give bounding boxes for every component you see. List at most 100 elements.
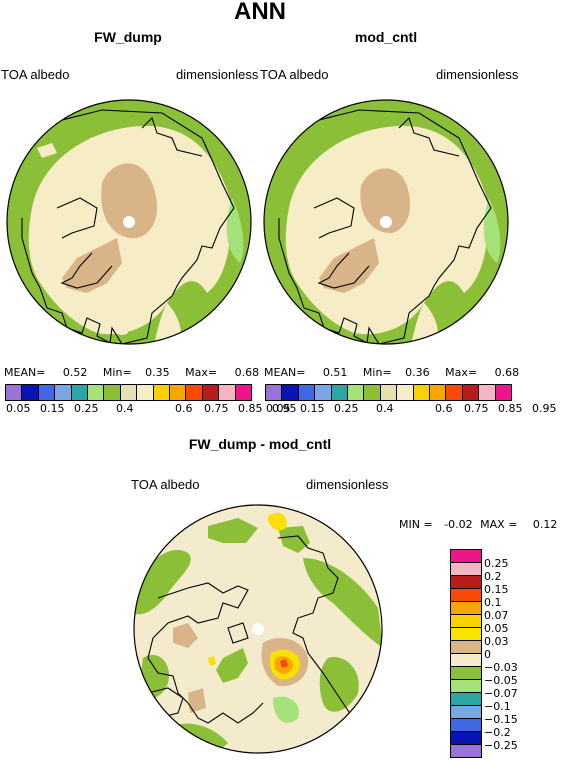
tick-label: 0.15 xyxy=(484,583,509,596)
tick-label: 0.95 xyxy=(272,402,297,415)
colorbar-swatch xyxy=(446,385,463,400)
tick-label: 0.25 xyxy=(484,557,509,570)
colorbar-swatch xyxy=(202,385,220,400)
mean-value: 0.52 xyxy=(62,366,88,379)
min-value: -0.02 xyxy=(444,518,473,531)
tick-label: 0.75 xyxy=(464,402,489,415)
colorbar-panel2 xyxy=(265,384,512,401)
tick-label: 0.95 xyxy=(532,402,557,415)
mean-label: MEAN= xyxy=(264,366,306,379)
tick-label: 0.75 xyxy=(204,402,229,415)
tick-label: 0.15 xyxy=(300,402,325,415)
colorbar-swatch xyxy=(282,385,299,400)
colorbar-swatch xyxy=(451,680,481,693)
tick-label: 0.4 xyxy=(116,402,134,415)
min-label: MIN = xyxy=(399,518,433,531)
min-label: Min= xyxy=(362,366,392,379)
tick-label: 0.03 xyxy=(484,635,509,648)
tick-label: −0.07 xyxy=(484,687,518,700)
max-label: Max= xyxy=(185,366,218,379)
colorbar-swatch xyxy=(315,385,332,400)
colorbar-swatch xyxy=(235,385,252,400)
polar-map-fw-dump xyxy=(6,99,252,345)
colorbar-swatch xyxy=(298,385,316,400)
colorbar-swatch xyxy=(451,589,481,602)
tick-label: 0.85 xyxy=(498,402,523,415)
colorbar-swatch xyxy=(364,385,381,400)
colorbar-swatch xyxy=(71,385,89,400)
tick-label: 0.07 xyxy=(484,609,509,622)
tick-label: 0.05 xyxy=(484,622,509,635)
colorbar-swatch xyxy=(413,385,431,400)
mean-value: 0.51 xyxy=(322,366,348,379)
colorbar-swatch xyxy=(479,385,496,400)
max-label: Max= xyxy=(445,366,478,379)
colorbar-swatch xyxy=(451,654,481,667)
tick-label: 0.4 xyxy=(376,402,394,415)
tick-label: 0.85 xyxy=(238,402,263,415)
tick-label: −0.25 xyxy=(484,739,518,752)
panel1-title: FW_dump xyxy=(94,29,162,45)
colorbar-swatch xyxy=(451,576,481,589)
colorbar-swatch xyxy=(451,641,481,654)
panel2-left-label: TOA albedo xyxy=(260,67,329,82)
tick-label: 0.2 xyxy=(484,570,502,583)
colorbar-difference xyxy=(450,549,482,758)
colorbar-swatch xyxy=(451,667,481,680)
polar-map-difference xyxy=(133,504,383,754)
colorbar-swatch xyxy=(451,602,481,615)
colorbar-swatch xyxy=(451,628,481,641)
min-value: 0.36 xyxy=(405,366,430,379)
colorbar-panel1 xyxy=(5,384,252,401)
colorbar-swatch xyxy=(451,693,481,706)
min-label: Min= xyxy=(102,366,132,379)
panel1-right-label: dimensionless xyxy=(176,67,259,82)
panel1-stats: MEAN= 0.52 Min= 0.35 Max= 0.68 xyxy=(4,366,259,379)
colorbar-ticks-panel2: 0.05 0.15 0.25 0.4 0.6 0.75 0.85 0.95 xyxy=(266,402,557,415)
panel1-left-label: TOA albedo xyxy=(1,67,70,82)
max-value: 0.68 xyxy=(494,366,520,379)
tick-label: 0.6 xyxy=(435,402,453,415)
colorbar-swatch xyxy=(462,385,480,400)
colorbar-swatch xyxy=(153,385,171,400)
colorbar-swatch xyxy=(451,732,481,745)
panel2-title: mod_cntl xyxy=(354,29,418,45)
tick-label: −0.03 xyxy=(484,661,518,674)
colorbar-swatch xyxy=(451,563,481,576)
tick-label: 0.15 xyxy=(40,402,65,415)
colorbar-swatch xyxy=(88,385,105,400)
panel2-stats: MEAN= 0.51 Min= 0.36 Max= 0.68 xyxy=(264,366,519,379)
tick-label: 0.05 xyxy=(266,402,291,415)
colorbar-swatch xyxy=(219,385,236,400)
colorbar-swatch xyxy=(397,385,414,400)
colorbar-swatch xyxy=(495,385,512,400)
figure-title: ANN xyxy=(234,0,286,25)
colorbar-swatch xyxy=(451,745,481,757)
colorbar-swatch xyxy=(186,385,203,400)
tick-label: −0.15 xyxy=(484,713,518,726)
tick-label: 0 xyxy=(484,648,491,661)
colorbar-swatch xyxy=(38,385,56,400)
max-label: MAX = xyxy=(480,518,518,531)
panel2-right-label: dimensionless xyxy=(436,67,519,82)
colorbar-swatch xyxy=(22,385,39,400)
colorbar-swatch xyxy=(266,385,283,400)
colorbar-swatch xyxy=(430,385,447,400)
tick-label: −0.2 xyxy=(484,726,511,739)
diff-title: FW_dump - mod_cntl xyxy=(188,436,332,452)
colorbar-swatch xyxy=(331,385,349,400)
tick-label: 0.05 xyxy=(6,402,31,415)
colorbar-swatch xyxy=(451,615,481,628)
tick-label: 0.25 xyxy=(74,402,99,415)
max-value: 0.68 xyxy=(234,366,260,379)
diff-right-label: dimensionless xyxy=(306,477,389,492)
colorbar-swatch xyxy=(348,385,365,400)
colorbar-swatch xyxy=(104,385,121,400)
tick-label: 0.1 xyxy=(484,596,502,609)
polar-map-mod-cntl xyxy=(263,99,509,345)
colorbar-ticks-difference: 0.25 0.2 0.15 0.1 0.07 0.05 0.03 0 −0.03… xyxy=(484,557,518,752)
tick-label: −0.05 xyxy=(484,674,518,687)
colorbar-swatch xyxy=(120,385,138,400)
tick-label: −0.1 xyxy=(484,700,511,713)
diff-minmax: MIN = -0.02 MAX = 0.12 xyxy=(399,518,557,531)
